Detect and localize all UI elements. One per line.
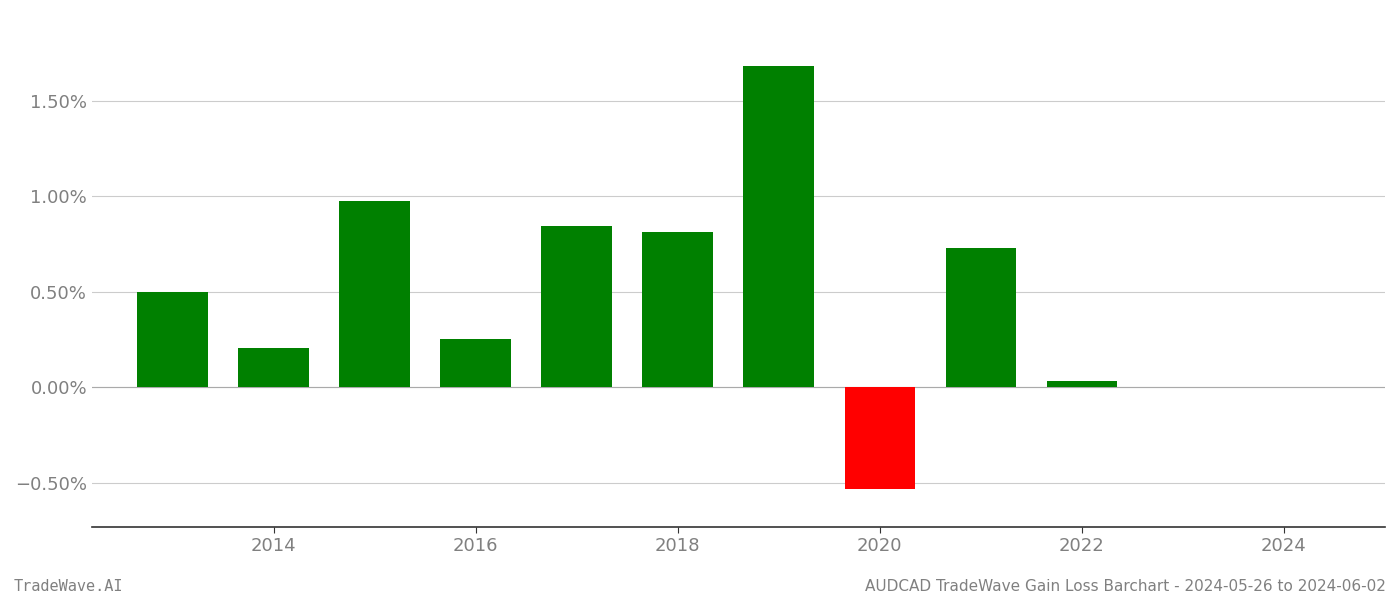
Text: AUDCAD TradeWave Gain Loss Barchart - 2024-05-26 to 2024-06-02: AUDCAD TradeWave Gain Loss Barchart - 20… xyxy=(865,579,1386,594)
Bar xyxy=(238,348,309,387)
Bar xyxy=(542,226,612,387)
Bar xyxy=(1047,381,1117,387)
Bar xyxy=(743,65,815,387)
Bar xyxy=(945,248,1016,387)
Bar xyxy=(137,292,209,387)
Bar xyxy=(844,387,916,490)
Text: TradeWave.AI: TradeWave.AI xyxy=(14,579,123,594)
Bar xyxy=(643,232,713,387)
Bar xyxy=(441,338,511,387)
Bar xyxy=(339,201,410,387)
